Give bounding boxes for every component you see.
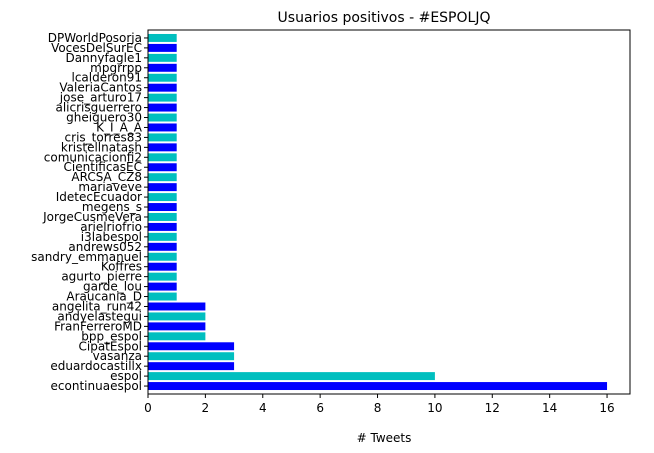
- y-tick-label: DPWorldPosorja: [48, 31, 142, 45]
- y-tick-label: alicrisguerrero: [55, 101, 142, 115]
- bar-alicrisguerrero: [148, 103, 177, 112]
- y-tick-label: FranFerreroMD: [54, 319, 142, 333]
- y-tick-label: sandry_emmanuel: [31, 250, 142, 264]
- y-tick-labels: econtinuaespolespoleduardocastillxvasanz…: [31, 31, 148, 393]
- bar-gheiguero30: [148, 113, 177, 122]
- bar-IdetecEcuador: [148, 193, 177, 202]
- x-tick-label: 14: [542, 401, 557, 415]
- y-tick-label: comunicacionfi2: [44, 150, 142, 164]
- y-tick-label: arielriofrio: [80, 220, 142, 234]
- bar-andyelastegui: [148, 312, 206, 321]
- bar-Dannyfagle1: [148, 53, 177, 62]
- y-tick-label: espol: [110, 369, 142, 383]
- y-tick-label: JorgeCusmeVera: [42, 210, 142, 224]
- y-tick-label: Araucania_D: [66, 290, 142, 304]
- y-tick-label: eduardocastillx: [50, 359, 142, 373]
- bar-sandry_emmanuel: [148, 252, 177, 261]
- y-tick-label: K_I_A_A: [96, 120, 143, 134]
- x-tick-label: 8: [374, 401, 382, 415]
- bar-bpp_espol: [148, 332, 206, 341]
- y-tick-label: andrews052: [68, 240, 142, 254]
- bar-comunicacionfi2: [148, 153, 177, 162]
- y-tick-label: jose_arturo17: [59, 91, 142, 105]
- bar-cris_torres83: [148, 133, 177, 142]
- bar-econtinuaespol: [148, 382, 608, 391]
- bar-i3labespol: [148, 232, 177, 241]
- y-tick-label: IdetecEcuador: [56, 190, 142, 204]
- bar-megens_s: [148, 203, 177, 212]
- bar-andrews052: [148, 242, 177, 251]
- y-tick-label: kristellnatash: [61, 140, 142, 154]
- y-tick-label: agurto_pierre: [61, 270, 142, 284]
- x-tick-label: 0: [144, 401, 152, 415]
- bar-FranFerreroMD: [148, 322, 206, 331]
- y-tick-label: mpgrrpp: [90, 61, 142, 75]
- bar-jose_arturo17: [148, 93, 177, 102]
- y-tick-label: CientificasEC: [64, 160, 142, 174]
- y-tick-label: vasanza: [93, 349, 142, 363]
- bar-angelita_run42: [148, 302, 206, 311]
- y-tick-label: Dannyfagle1: [66, 51, 142, 65]
- plot-frame: [147, 29, 631, 395]
- x-axis-label: # Tweets: [357, 431, 412, 445]
- y-tick-label: mariaveve: [78, 180, 142, 194]
- y-tick-label: garde_lou: [83, 280, 142, 294]
- y-tick-label: gheiguero30: [66, 111, 142, 125]
- y-tick-label: Koffres: [101, 260, 142, 274]
- x-tick-label: 16: [599, 401, 614, 415]
- y-tick-label: CipatEspol: [78, 339, 142, 353]
- x-tick-label: 4: [259, 401, 267, 415]
- y-tick-label: bpp_espol: [81, 329, 142, 343]
- bar-arielriofrio: [148, 222, 177, 231]
- y-tick-label: angelita_run42: [52, 299, 142, 313]
- bar-DPWorldPosorja: [148, 33, 177, 42]
- bar-K_I_A_A: [148, 123, 177, 132]
- bar-VocesDelSurEC: [148, 43, 177, 52]
- y-tick-label: lcalderon91: [71, 71, 142, 85]
- bar-agurto_pierre: [148, 272, 177, 281]
- bar-JorgeCusmeVera: [148, 212, 177, 221]
- x-tick-label: 12: [485, 401, 500, 415]
- bar-Araucania_D: [148, 292, 177, 301]
- bar-mariaveve: [148, 183, 177, 192]
- y-tick-label: ARCSA_CZ8: [71, 170, 142, 184]
- bar-kristellnatash: [148, 143, 177, 152]
- x-tick-label: 2: [202, 401, 210, 415]
- y-tick-label: andyelastegui: [57, 309, 142, 323]
- y-tick-label: cris_torres83: [65, 130, 142, 144]
- bar-mpgrrpp: [148, 63, 177, 72]
- x-tick-label: 10: [427, 401, 442, 415]
- bar-ARCSA_CZ8: [148, 173, 177, 182]
- bar-CientificasEC: [148, 163, 177, 172]
- bars-layer: [148, 33, 608, 391]
- chart-title: Usuarios positivos - #ESPOLJQ: [278, 10, 491, 26]
- bar-Koffres: [148, 262, 177, 271]
- y-tick-label: ValeriaCantos: [59, 81, 142, 95]
- bar-vasanza: [148, 352, 235, 361]
- bar-garde_lou: [148, 282, 177, 291]
- bar-espol: [148, 372, 435, 381]
- bar-eduardocastillx: [148, 362, 235, 371]
- bar-lcalderon91: [148, 73, 177, 82]
- bar-ValeriaCantos: [148, 83, 177, 92]
- bar-CipatEspol: [148, 342, 235, 351]
- x-tick-label: 6: [316, 401, 324, 415]
- y-tick-label: megens_s: [82, 200, 142, 214]
- y-tick-label: econtinuaespol: [51, 379, 142, 393]
- y-tick-label: VocesDelSurEC: [51, 41, 142, 55]
- y-tick-label: i3labespol: [81, 230, 142, 244]
- x-axis-ticks: 0 2 4 6 8 10 12 14 16: [144, 394, 615, 415]
